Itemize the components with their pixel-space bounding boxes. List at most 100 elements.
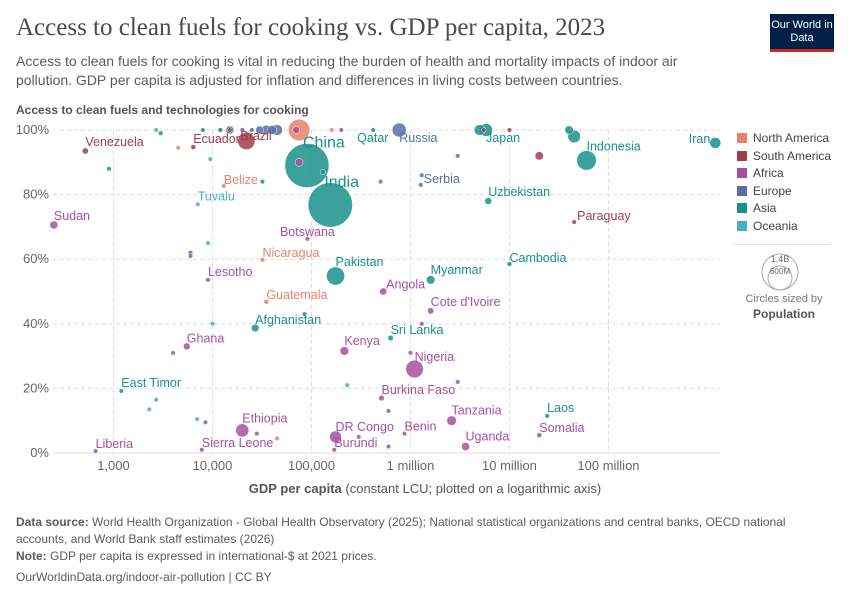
data-point-laos[interactable]	[544, 413, 550, 419]
data-point-unlabeled[interactable]	[153, 127, 159, 133]
data-point-unlabeled[interactable]	[217, 127, 223, 133]
data-point-guatemala[interactable]	[263, 299, 270, 305]
legend-item-oceania[interactable]: Oceania	[737, 219, 798, 233]
data-point-unlabeled[interactable]	[209, 321, 216, 327]
data-point-unlabeled[interactable]	[267, 125, 277, 135]
data-point-unlabeled[interactable]	[455, 153, 461, 159]
data-point-unlabeled[interactable]	[254, 431, 260, 437]
data-point-unlabeled[interactable]	[319, 169, 326, 175]
data-point-afghanistan[interactable]	[251, 323, 260, 333]
data-point-unlabeled[interactable]	[194, 416, 200, 422]
data-point-unlabeled[interactable]	[407, 350, 414, 356]
data-label: Ethiopia	[242, 411, 287, 425]
data-point-unlabeled[interactable]	[506, 127, 513, 133]
data-point-cambodia[interactable]	[506, 261, 513, 267]
data-point-unlabeled[interactable]	[158, 130, 164, 136]
data-point-unlabeled[interactable]	[175, 145, 181, 151]
data-point-uganda[interactable]	[461, 442, 470, 451]
data-point-unlabeled[interactable]	[153, 397, 159, 403]
data-point-unlabeled[interactable]	[249, 127, 255, 133]
data-point-unlabeled[interactable]	[207, 156, 213, 162]
data-point-unlabeled[interactable]	[205, 240, 211, 246]
legend-item-asia[interactable]: Asia	[737, 201, 776, 215]
data-point-tuvalu[interactable]	[195, 201, 201, 207]
data-point-ghana[interactable]	[183, 342, 191, 351]
data-point-sudan[interactable]	[49, 220, 59, 230]
legend-item-europe[interactable]: Europe	[737, 184, 792, 198]
data-point-unlabeled[interactable]	[106, 166, 112, 172]
data-point-angola[interactable]	[379, 287, 388, 296]
data-point-unlabeled[interactable]	[481, 127, 487, 133]
data-point-botswana[interactable]	[304, 236, 310, 242]
data-point-unlabeled[interactable]	[344, 382, 350, 388]
data-point-india[interactable]	[307, 182, 353, 228]
data-point-cote-d-ivoire[interactable]	[427, 307, 435, 315]
data-point-myanmar[interactable]	[426, 275, 436, 285]
data-point-pakistan[interactable]	[326, 266, 345, 286]
data-point-unlabeled[interactable]	[301, 311, 308, 317]
legend-item-south-america[interactable]: South America	[737, 149, 831, 163]
data-point-east-timor[interactable]	[118, 388, 124, 394]
data-point-unlabeled[interactable]	[274, 435, 280, 442]
data-point-china[interactable]	[284, 143, 330, 188]
data-point-unlabeled[interactable]	[385, 408, 392, 414]
data-point-dr-congo[interactable]	[329, 430, 342, 444]
data-point-belize[interactable]	[221, 183, 227, 189]
data-point-unlabeled[interactable]	[378, 179, 384, 185]
data-point-liberia[interactable]	[93, 448, 99, 454]
data-point-kenya[interactable]	[339, 346, 349, 356]
data-point-ecuador[interactable]	[190, 144, 197, 150]
data-point-iran[interactable]	[709, 137, 722, 149]
data-label: Qatar	[357, 131, 388, 145]
data-point-unlabeled[interactable]	[338, 127, 344, 133]
data-point-russia[interactable]	[391, 122, 407, 138]
data-point-qatar[interactable]	[370, 127, 376, 133]
data-point-unlabeled[interactable]	[292, 126, 300, 134]
data-point-uzbekistan[interactable]	[484, 197, 492, 205]
data-point-nigeria[interactable]	[405, 359, 424, 379]
data-point-unlabeled[interactable]	[146, 406, 152, 412]
data-point-unlabeled[interactable]	[564, 125, 574, 135]
data-point-serbia[interactable]	[418, 182, 424, 188]
data-point-burundi[interactable]	[331, 447, 337, 453]
data-point-sierra-leone[interactable]	[199, 447, 205, 453]
data-point-unlabeled[interactable]	[385, 443, 392, 450]
data-point-unlabeled[interactable]	[419, 321, 425, 327]
data-point-paraguay[interactable]	[571, 219, 577, 225]
data-point-unlabeled[interactable]	[259, 179, 266, 185]
data-point-unlabeled[interactable]	[534, 151, 544, 161]
data-point-brazil[interactable]	[237, 132, 256, 150]
data-point-unlabeled[interactable]	[227, 127, 233, 133]
legend-item-north-america[interactable]: North America	[737, 131, 829, 145]
owid-logo[interactable]: Our World in Data	[770, 14, 834, 52]
data-point-somalia[interactable]	[536, 432, 543, 438]
data-point-sri-lanka[interactable]	[387, 335, 394, 342]
data-point-burkina-faso[interactable]	[378, 395, 385, 402]
data-point-unlabeled[interactable]	[255, 125, 264, 135]
data-point-unlabeled[interactable]	[187, 253, 194, 259]
data-point-unlabeled[interactable]	[329, 127, 335, 133]
data-point-venezuela[interactable]	[81, 147, 89, 155]
chart-subtitle: Access to clean fuels for cooking is vit…	[16, 53, 678, 88]
note-label: Note:	[16, 549, 47, 563]
legend-item-africa[interactable]: Africa	[737, 166, 784, 180]
data-point-unlabeled[interactable]	[294, 158, 304, 167]
data-point-benin[interactable]	[401, 431, 408, 437]
legend-swatch	[737, 220, 747, 231]
source-url[interactable]: OurWorldinData.org/indoor-air-pollution …	[16, 570, 272, 584]
data-point-unlabeled[interactable]	[200, 127, 206, 133]
data-point-indonesia[interactable]	[576, 150, 597, 171]
data-point-unlabeled[interactable]	[419, 172, 425, 178]
data-point-tanzania[interactable]	[446, 415, 457, 426]
data-point-unlabeled[interactable]	[202, 419, 209, 425]
data-point-nicaragua[interactable]	[259, 257, 266, 263]
data-label: Belize	[224, 173, 258, 187]
data-point-unlabeled[interactable]	[170, 350, 176, 356]
data-label: Myanmar	[431, 263, 483, 277]
data-point-lesotho[interactable]	[205, 277, 211, 283]
data-point-unlabeled[interactable]	[239, 127, 245, 133]
y-tick-label: 0%	[30, 445, 49, 460]
data-point-unlabeled[interactable]	[356, 434, 362, 440]
data-point-ethiopia[interactable]	[235, 423, 250, 438]
data-point-unlabeled[interactable]	[455, 379, 461, 385]
